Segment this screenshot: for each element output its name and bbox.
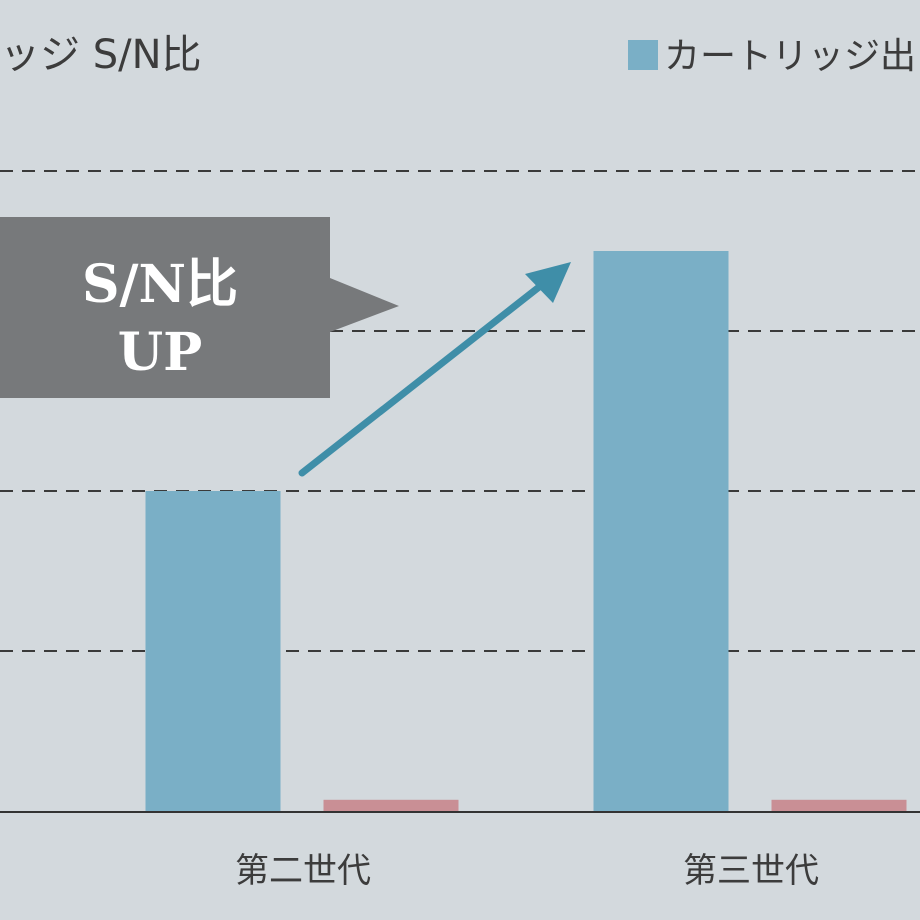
x-tick-label: 第二世代 — [235, 851, 371, 891]
x-tick-labels: 第二世代 第三世代 — [235, 851, 819, 891]
annotation-callout: S/N比 UP — [0, 217, 399, 398]
callout-box — [0, 217, 399, 398]
bar — [771, 799, 907, 811]
arrow-head — [525, 262, 571, 303]
bar — [323, 799, 459, 811]
legend: カートリッジ出 — [628, 36, 916, 77]
bar — [593, 251, 729, 811]
bars — [145, 251, 907, 811]
chart-title: リッジ S/N比 — [0, 32, 202, 78]
trend-arrow — [298, 262, 571, 477]
arrow-shaft — [298, 276, 552, 477]
legend-label: カートリッジ出 — [664, 36, 916, 77]
legend-swatch — [628, 40, 658, 70]
callout-line-2: UP — [118, 322, 202, 383]
bar — [145, 491, 281, 811]
callout-line-1: S/N比 — [82, 254, 238, 315]
x-tick-label: 第三世代 — [683, 851, 819, 891]
